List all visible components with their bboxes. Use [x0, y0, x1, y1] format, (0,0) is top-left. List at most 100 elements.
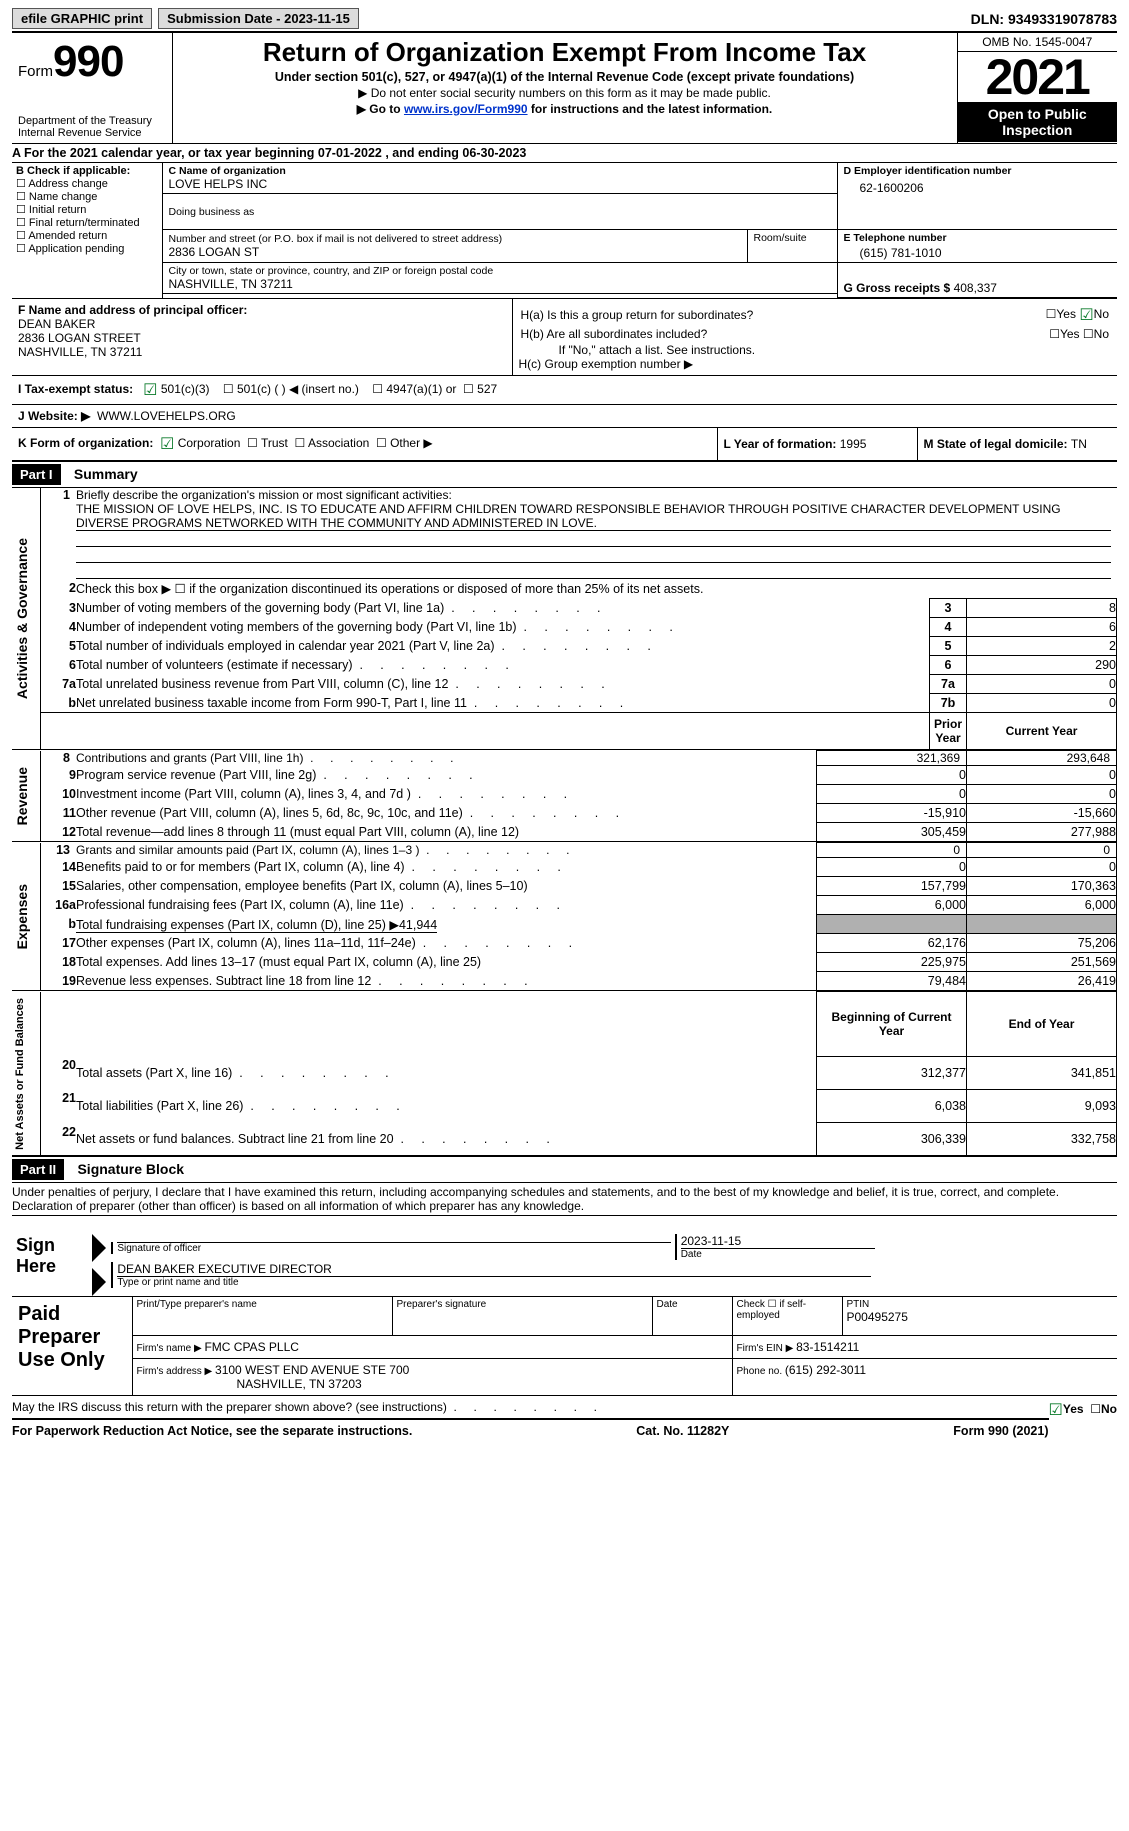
n5: 5 — [40, 637, 76, 656]
firm-addr1: 3100 WEST END AVENUE STE 700 — [215, 1363, 409, 1377]
rt11: Other revenue (Part VIII, column (A), li… — [76, 806, 463, 820]
l1-text: THE MISSION OF LOVE HELPS, INC. IS TO ED… — [76, 502, 1111, 531]
opt-final-return[interactable]: ☐ Final return/terminated — [16, 216, 158, 229]
footer: For Paperwork Reduction Act Notice, see … — [12, 1418, 1049, 1438]
opt-initial-return[interactable]: ☐ Initial return — [16, 203, 158, 216]
vlabel-governance: Activities & Governance — [12, 532, 32, 705]
expenses-table: Expenses 13Grants and similar amounts pa… — [12, 842, 1117, 991]
ep17: 62,176 — [817, 934, 967, 953]
b7a: 7a — [929, 675, 966, 694]
form-subtitle: Under section 501(c), 527, or 4947(a)(1)… — [183, 70, 947, 84]
n6: 6 — [40, 656, 76, 675]
v4: 6 — [967, 618, 1117, 637]
part2-badge: Part II — [12, 1159, 64, 1180]
footer-mid: Cat. No. 11282Y — [636, 1424, 729, 1438]
et19: Revenue less expenses. Subtract line 18 … — [76, 974, 371, 988]
t7a: Total unrelated business revenue from Pa… — [76, 677, 448, 691]
arrow-icon — [92, 1234, 106, 1262]
col-boy: Beginning of Current Year — [817, 992, 967, 1057]
officer-label: F Name and address of principal officer: — [18, 303, 506, 317]
rn10: 10 — [40, 785, 76, 804]
submission-date-button[interactable]: Submission Date - 2023-11-15 — [158, 8, 359, 29]
klm-grid: K Form of organization: ☑ Corporation ☐ … — [12, 428, 1117, 461]
rc12: 277,988 — [967, 823, 1117, 842]
note-goto: ▶ Go to www.irs.gov/Form990 for instruct… — [183, 102, 947, 116]
check-icon: ☑ — [1079, 307, 1093, 324]
en13: 13 — [40, 843, 76, 858]
rp10: 0 — [817, 785, 967, 804]
opt-name-change[interactable]: ☐ Name change — [16, 190, 158, 203]
submission-date-label: Submission Date - — [167, 11, 284, 26]
irs-link[interactable]: www.irs.gov/Form990 — [404, 102, 528, 116]
summary-table: Activities & Governance 1 Briefly descri… — [12, 488, 1117, 750]
nc21: 9,093 — [967, 1089, 1117, 1122]
b7b: 7b — [929, 694, 966, 713]
officer-print-label: Type or print name and title — [117, 1277, 871, 1288]
ep18: 225,975 — [817, 953, 967, 972]
h-a-label: H(a) Is this a group return for subordin… — [521, 305, 932, 325]
sig-date-label: Date — [681, 1249, 875, 1260]
b6: 6 — [929, 656, 966, 675]
rp11: -15,910 — [817, 804, 967, 823]
footer-right: Form 990 (2021) — [953, 1424, 1048, 1438]
part2-title: Signature Block — [77, 1161, 184, 1177]
arrow-icon-2 — [92, 1268, 106, 1296]
paid-preparer-table: Paid Preparer Use Only Print/Type prepar… — [12, 1297, 1117, 1396]
h-note: If "No," attach a list. See instructions… — [519, 343, 1112, 357]
opt-other: Other ▶ — [390, 436, 433, 450]
opt-application-pending[interactable]: ☐ Application pending — [16, 242, 158, 255]
col-prior: Prior Year — [929, 713, 966, 750]
phone-value: (615) 781-1010 — [844, 244, 1112, 260]
officer-addr2: NASHVILLE, TN 37211 — [18, 345, 506, 359]
rc9: 0 — [967, 766, 1117, 785]
check-icon-discuss: ☑ — [1049, 1402, 1063, 1419]
b3: 3 — [929, 599, 966, 618]
ep16b — [817, 915, 967, 934]
vlabel-netassets: Net Assets or Fund Balances — [12, 992, 28, 1156]
dln-value: 93493319078783 — [1008, 11, 1117, 27]
tax-exempt-label: I Tax-exempt status: — [18, 382, 133, 396]
opt-final-return-label: Final return/terminated — [29, 217, 140, 229]
et16b: Total fundraising expenses (Part IX, col… — [76, 918, 437, 933]
et14: Benefits paid to or for members (Part IX… — [76, 860, 405, 874]
firm-label: Firm's name ▶ — [137, 1343, 205, 1354]
website-value: WWW.LOVEHELPS.ORG — [97, 409, 236, 423]
firm-phone-label: Phone no. — [737, 1366, 785, 1377]
opt-501c3: 501(c)(3) — [161, 382, 210, 396]
rn9: 9 — [40, 766, 76, 785]
street-value: 2836 LOGAN ST — [169, 245, 741, 259]
ec17: 75,206 — [967, 934, 1117, 953]
yes-3: Yes — [1063, 1402, 1084, 1416]
form-word: Form — [18, 63, 53, 80]
nt20: Total assets (Part X, line 16) — [76, 1066, 232, 1080]
rp12: 305,459 — [817, 823, 967, 842]
domicile-label: M State of legal domicile: — [924, 437, 1071, 451]
sign-here-table: Sign Here Signature of officer 2023-11-1… — [12, 1216, 1117, 1297]
fh-grid: F Name and address of principal officer:… — [12, 298, 1117, 376]
opt-address-change[interactable]: ☐ Address change — [16, 177, 158, 190]
ec14: 0 — [967, 858, 1117, 877]
v7b: 0 — [967, 694, 1117, 713]
en15: 15 — [40, 877, 76, 896]
firm-addr-label: Firm's address ▶ — [137, 1366, 216, 1377]
ec18: 251,569 — [967, 953, 1117, 972]
room-label: Room/suite — [754, 232, 831, 244]
period-begin: 07-01-2022 — [318, 146, 382, 160]
t3: Number of voting members of the governin… — [76, 601, 444, 615]
gross-label: G Gross receipts $ — [844, 281, 954, 295]
en19: 19 — [40, 972, 76, 991]
rn11: 11 — [40, 804, 76, 823]
efile-button[interactable]: efile GRAPHIC print — [12, 8, 152, 29]
et13: Grants and similar amounts paid (Part IX… — [76, 843, 419, 857]
dept-line-2: Internal Revenue Service — [18, 127, 166, 139]
phone-label: E Telephone number — [844, 232, 1112, 244]
opt-amended-return[interactable]: ☐ Amended return — [16, 229, 158, 242]
t7b: Net unrelated business taxable income fr… — [76, 696, 467, 710]
v6: 290 — [967, 656, 1117, 675]
n7a: 7a — [40, 675, 76, 694]
firm-phone-value: (615) 292-3011 — [785, 1363, 866, 1377]
info-grid: B Check if applicable: ☐ Address change … — [12, 163, 1117, 298]
part2-header: Part II Signature Block — [12, 1156, 1117, 1183]
t4: Number of independent voting members of … — [76, 620, 517, 634]
t6: Total number of volunteers (estimate if … — [76, 658, 353, 672]
